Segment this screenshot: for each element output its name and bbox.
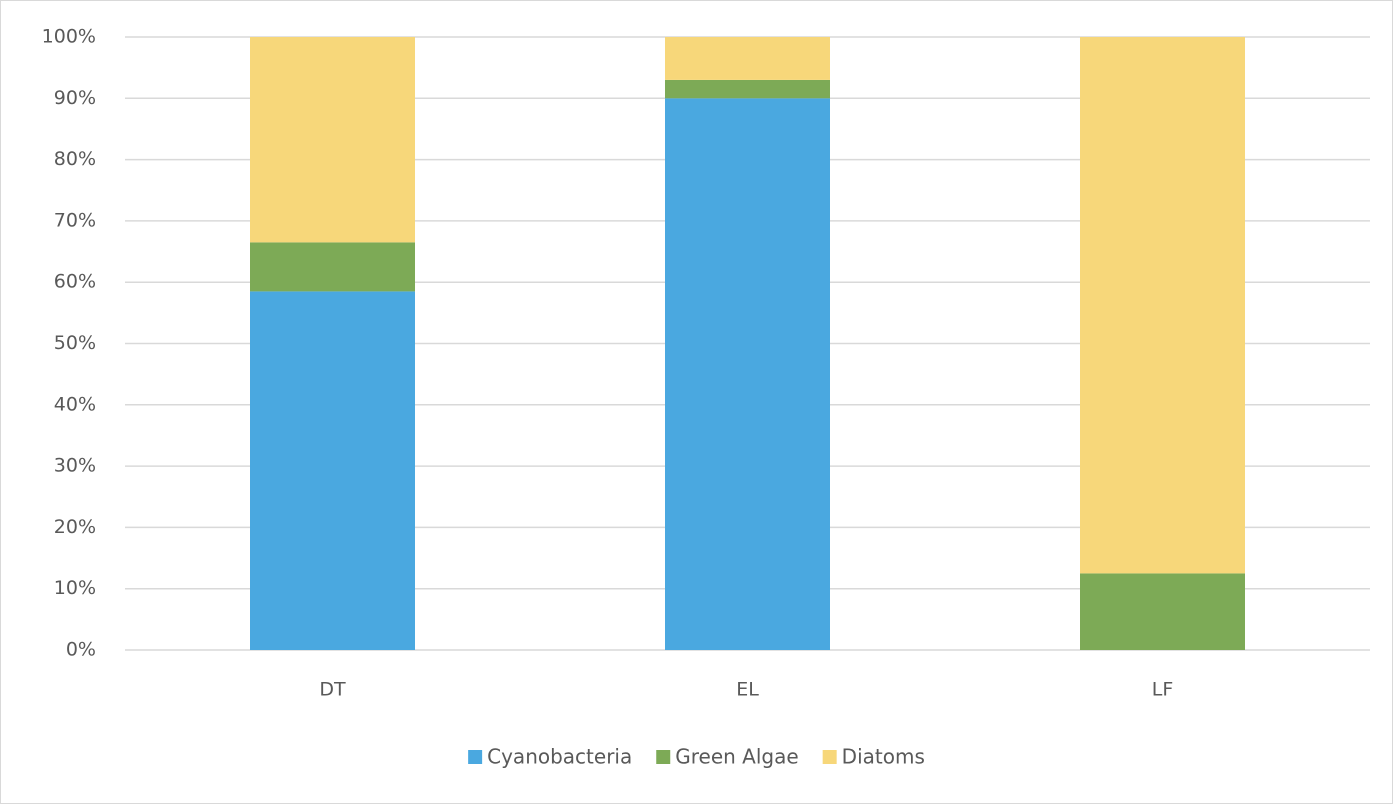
y-tick-label: 30% xyxy=(54,455,96,477)
y-tick-label: 80% xyxy=(54,148,96,170)
bar-segment xyxy=(1080,573,1245,650)
bars xyxy=(250,37,1245,651)
legend-label: Cyanobacteria xyxy=(487,745,632,769)
bar-segment xyxy=(665,79,830,99)
legend-label: Diatoms xyxy=(842,745,925,769)
bar-segment xyxy=(665,37,830,80)
bar-segment xyxy=(1080,37,1245,574)
labels: 0% 10% 20% 30% 40% 50% 60% 70% 80% 90% 100% DT EL LF xyxy=(42,26,1174,701)
y-tick-label: 10% xyxy=(54,577,96,599)
bar-segment xyxy=(250,37,415,243)
y-tick-label: 40% xyxy=(54,393,96,415)
bar-segment xyxy=(250,291,415,650)
y-tick-label: 20% xyxy=(54,516,96,538)
y-tick-label: 60% xyxy=(54,271,96,293)
y-tick-label: 0% xyxy=(66,639,96,661)
x-tick-label: EL xyxy=(736,679,759,701)
y-tick-label: 100% xyxy=(42,26,96,48)
x-tick-label: LF xyxy=(1152,679,1174,701)
legend-swatch xyxy=(468,750,483,764)
x-tick-label: DT xyxy=(319,679,346,701)
bar-segment xyxy=(665,98,830,651)
legend-label: Green Algae xyxy=(675,745,798,769)
legend: Cyanobacteria Green Algae Diatoms xyxy=(468,745,925,769)
y-tick-label: 70% xyxy=(54,209,96,231)
legend-swatch xyxy=(822,750,837,764)
y-tick-label: 50% xyxy=(54,332,96,354)
legend-swatch xyxy=(656,750,671,764)
y-tick-label: 90% xyxy=(54,87,96,109)
bar-segment xyxy=(250,242,415,292)
